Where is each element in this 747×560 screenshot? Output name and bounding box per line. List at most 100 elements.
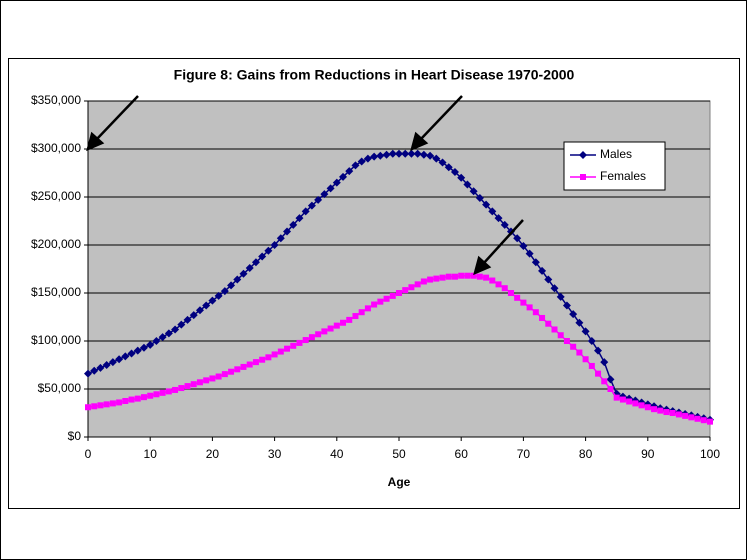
marker bbox=[619, 396, 626, 403]
marker bbox=[401, 149, 410, 158]
marker bbox=[183, 315, 192, 324]
marker bbox=[153, 391, 160, 398]
marker bbox=[90, 366, 99, 375]
x-tick-label: 0 bbox=[85, 447, 92, 461]
y-tick-label: $300,000 bbox=[31, 141, 81, 155]
marker bbox=[569, 310, 578, 319]
y-tick-label: $0 bbox=[68, 429, 82, 443]
marker bbox=[91, 403, 98, 410]
marker bbox=[340, 319, 347, 326]
marker bbox=[526, 304, 533, 311]
x-tick-label: 10 bbox=[144, 447, 158, 461]
marker bbox=[445, 273, 452, 280]
x-tick-label: 90 bbox=[641, 447, 655, 461]
marker bbox=[657, 407, 664, 414]
marker bbox=[296, 339, 303, 346]
marker bbox=[301, 207, 310, 216]
y-tick-label: $250,000 bbox=[31, 189, 81, 203]
marker bbox=[475, 193, 484, 202]
marker bbox=[208, 296, 217, 305]
chart-title: Figure 8: Gains from Reductions in Heart… bbox=[174, 67, 575, 83]
marker bbox=[134, 395, 141, 402]
marker bbox=[483, 274, 490, 281]
marker bbox=[127, 349, 136, 358]
marker bbox=[146, 340, 155, 349]
marker bbox=[451, 273, 458, 280]
marker bbox=[580, 174, 586, 180]
arrow-head bbox=[473, 255, 492, 276]
marker bbox=[133, 346, 142, 355]
marker bbox=[314, 195, 323, 204]
marker bbox=[613, 394, 620, 401]
marker bbox=[326, 184, 335, 193]
marker bbox=[675, 411, 682, 418]
marker bbox=[259, 356, 266, 363]
marker bbox=[352, 313, 359, 320]
marker bbox=[438, 158, 447, 167]
marker bbox=[594, 346, 603, 355]
marker bbox=[290, 342, 297, 349]
marker bbox=[488, 207, 497, 216]
marker bbox=[84, 369, 92, 378]
marker bbox=[507, 290, 514, 296]
arrow bbox=[482, 219, 524, 265]
marker bbox=[234, 366, 241, 373]
marker bbox=[196, 379, 203, 386]
marker bbox=[220, 287, 229, 296]
marker bbox=[663, 409, 670, 416]
marker bbox=[332, 178, 341, 187]
y-tick-label: $50,000 bbox=[38, 381, 82, 395]
marker bbox=[457, 173, 466, 182]
marker bbox=[520, 299, 527, 306]
marker bbox=[308, 334, 315, 341]
marker bbox=[513, 234, 522, 243]
marker bbox=[556, 292, 565, 301]
marker bbox=[121, 352, 130, 361]
marker bbox=[396, 290, 402, 296]
marker bbox=[209, 375, 216, 382]
marker bbox=[495, 281, 502, 288]
marker bbox=[122, 398, 129, 404]
marker bbox=[283, 227, 292, 236]
marker bbox=[606, 375, 615, 384]
marker bbox=[550, 284, 559, 293]
marker bbox=[189, 311, 198, 320]
marker bbox=[152, 337, 161, 345]
marker bbox=[307, 201, 316, 210]
marker bbox=[482, 200, 491, 209]
marker bbox=[239, 269, 248, 278]
marker bbox=[96, 363, 105, 372]
marker bbox=[116, 399, 123, 406]
marker bbox=[389, 292, 396, 299]
marker bbox=[514, 294, 521, 301]
marker bbox=[295, 214, 304, 223]
marker bbox=[195, 306, 204, 315]
marker bbox=[444, 163, 453, 172]
x-tick-label: 20 bbox=[206, 447, 220, 461]
arrow bbox=[95, 95, 139, 141]
marker bbox=[165, 388, 172, 395]
marker bbox=[202, 301, 211, 310]
marker bbox=[587, 337, 596, 345]
marker bbox=[464, 272, 471, 279]
marker bbox=[221, 371, 228, 378]
marker bbox=[228, 368, 235, 375]
marker bbox=[333, 322, 340, 329]
marker bbox=[339, 172, 348, 181]
marker bbox=[363, 154, 372, 163]
marker bbox=[439, 274, 446, 281]
marker bbox=[245, 264, 254, 273]
marker bbox=[469, 187, 478, 196]
marker bbox=[159, 389, 166, 396]
marker bbox=[402, 287, 409, 294]
marker bbox=[582, 356, 589, 363]
marker bbox=[669, 410, 676, 416]
marker bbox=[601, 378, 608, 385]
marker bbox=[271, 351, 278, 358]
marker bbox=[570, 343, 577, 350]
marker bbox=[302, 337, 309, 344]
marker bbox=[413, 149, 422, 158]
marker bbox=[501, 285, 508, 292]
marker bbox=[265, 354, 272, 361]
marker bbox=[139, 343, 148, 352]
